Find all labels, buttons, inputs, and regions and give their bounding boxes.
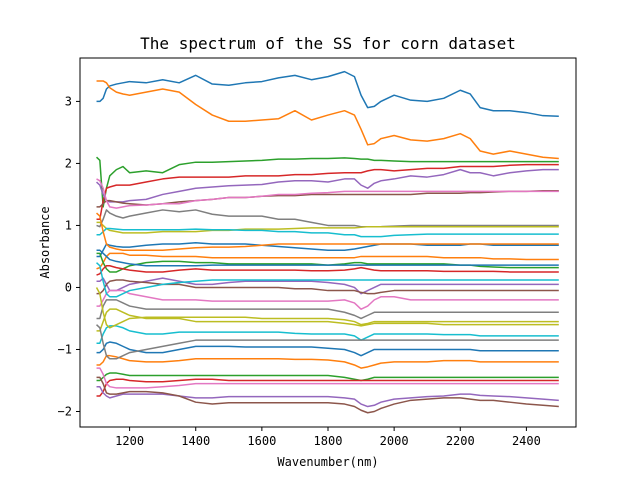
x-tick-label: 1800 <box>314 434 343 448</box>
series-line-19 <box>96 308 559 332</box>
series-line-14 <box>96 265 559 276</box>
y-tick-label: 0 <box>65 280 72 294</box>
series-line-32 <box>96 212 559 251</box>
x-tick-label: 2000 <box>380 434 409 448</box>
series-line-26 <box>96 376 559 414</box>
series-line-25 <box>96 385 559 408</box>
series-line-24 <box>96 378 559 397</box>
y-tick-label: 1 <box>65 218 72 232</box>
series-line-30 <box>96 262 559 298</box>
x-tick-label: 1200 <box>115 434 144 448</box>
series-line-29 <box>95 287 559 329</box>
series-line-18 <box>96 299 559 320</box>
series-line-23 <box>96 372 559 382</box>
x-axis-ticks: 1200 1400 1600 1800 2000 2200 2400 <box>115 427 541 448</box>
y-tick-label: 2 <box>65 156 72 170</box>
series-line-21 <box>96 341 559 357</box>
x-tick-label: 2400 <box>512 434 541 448</box>
series-line-10 <box>96 227 559 238</box>
series-line-5 <box>96 168 559 203</box>
y-tick-label: 3 <box>65 94 72 108</box>
series-line-6 <box>96 189 559 208</box>
series-line-12 <box>96 252 559 270</box>
y-axis-ticks: −2 −1 0 1 2 3 <box>58 94 80 418</box>
x-tick-label: 1600 <box>247 434 276 448</box>
x-tick-label: 1400 <box>181 434 210 448</box>
series-line-2 <box>96 80 559 160</box>
series-line-20 <box>96 325 559 345</box>
chart-title: The spectrum of the SS for corn dataset <box>140 34 516 53</box>
series-line-17 <box>96 289 559 310</box>
y-axis-label: Absorbance <box>38 206 52 278</box>
y-tick-label: −2 <box>58 404 72 418</box>
series-line-8 <box>96 209 559 228</box>
series-line-28 <box>96 324 559 360</box>
x-tick-label: 2200 <box>446 434 475 448</box>
series-line-4 <box>96 163 559 220</box>
series-line-31 <box>96 249 559 267</box>
series-line-9 <box>96 221 559 234</box>
series-line-15 <box>96 277 559 295</box>
series-line-1 <box>96 70 559 118</box>
series-line-22 <box>96 354 559 369</box>
x-axis-label: Wavenumber(nm) <box>277 455 378 469</box>
series-layer <box>95 70 559 414</box>
series-line-7 <box>96 178 559 209</box>
y-tick-label: −1 <box>58 342 72 356</box>
series-line-27 <box>96 367 559 389</box>
series-line-16 <box>96 279 559 295</box>
series-line-3 <box>96 156 559 208</box>
